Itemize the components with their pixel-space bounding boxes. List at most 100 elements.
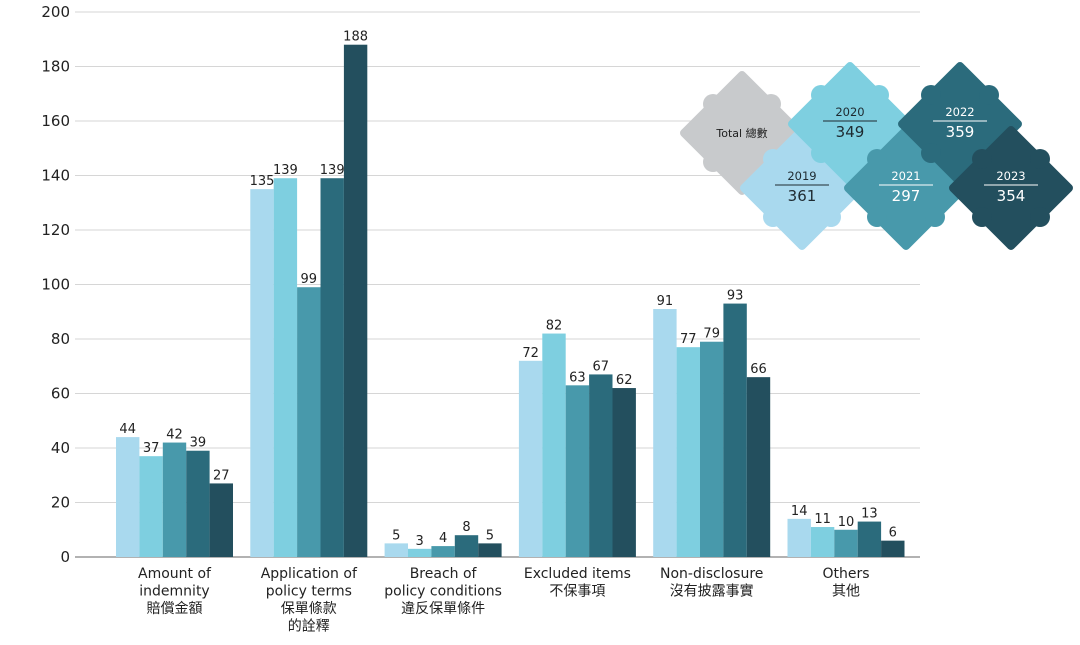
data-label: 135: [250, 174, 275, 189]
bar-2019: [116, 437, 140, 557]
bar-2023: [343, 44, 368, 557]
category-label: 不保事項: [549, 584, 605, 600]
category-label: 違反保單條件: [401, 601, 485, 617]
bar-2019: [250, 189, 274, 557]
bar-2023: [881, 540, 905, 557]
category-label: indemnity: [139, 584, 209, 600]
legend-piece-2021-knob: [867, 149, 887, 169]
legend-year: 2020: [835, 105, 864, 119]
legend-year: 2019: [787, 169, 816, 183]
data-label: 77: [680, 332, 697, 347]
y-tick-label: 100: [41, 276, 70, 294]
legend-piece-2022-knob: [979, 85, 999, 105]
category-label: Non-disclosure: [660, 566, 763, 582]
bar-2020: [676, 347, 700, 557]
category-label: 賠償金額: [147, 601, 203, 617]
data-label: 11: [814, 512, 831, 527]
bar-2019: [384, 543, 408, 557]
legend-piece-2020-knob: [869, 85, 889, 105]
legend-piece-2023: [949, 126, 1073, 250]
legend-piece-2022-knob: [921, 143, 941, 163]
bar-2019: [518, 360, 543, 557]
legend-total-piece-knob: [703, 152, 723, 172]
bar-2021: [431, 546, 455, 557]
data-label: 93: [727, 289, 744, 304]
y-tick-label: 160: [41, 112, 70, 130]
data-label: 79: [703, 327, 720, 342]
y-tick-label: 140: [41, 167, 70, 185]
data-label: 67: [593, 359, 610, 374]
legend-piece-2023-knob: [972, 207, 992, 227]
bar-2021: [297, 287, 321, 557]
legend-total-piece-knob: [761, 94, 781, 114]
bar-2023: [209, 483, 233, 557]
data-label: 10: [838, 515, 855, 530]
bar-2022: [186, 450, 210, 557]
data-label: 27: [213, 468, 230, 483]
category-label: Others: [822, 566, 869, 582]
legend-piece-2021-knob: [925, 207, 945, 227]
legend-total-piece-knob: [703, 94, 723, 114]
bar-2023: [478, 543, 502, 557]
data-label: 91: [657, 294, 674, 309]
data-label: 99: [301, 272, 318, 287]
bar-2021: [700, 341, 724, 557]
category-label: 沒有披露事實: [670, 583, 754, 600]
legend-year: 2022: [945, 105, 974, 119]
category-label: Excluded items: [524, 566, 631, 582]
data-label: 188: [343, 30, 368, 45]
category-label: Amount of: [138, 566, 212, 582]
data-label: 63: [569, 370, 586, 385]
data-label: 14: [791, 504, 808, 519]
puzzle-legend: Total 總數 2019 361 2020 349 2021 297 2022 359 2023…: [680, 62, 1073, 250]
data-label: 82: [546, 319, 563, 334]
y-tick-label: 60: [51, 385, 70, 403]
legend-piece-2023-knob: [972, 149, 992, 169]
y-tick-label: 40: [51, 439, 70, 457]
data-label: 139: [320, 163, 345, 178]
legend-piece-2023-knob: [1030, 149, 1050, 169]
bar-2020: [810, 527, 835, 557]
bar-2020: [139, 456, 163, 557]
legend-piece-2022-knob: [921, 85, 941, 105]
bar-2020: [408, 548, 432, 557]
data-label: 139: [273, 163, 298, 178]
bar-2019: [653, 309, 677, 557]
bar-2020: [273, 178, 298, 557]
legend-total: 297: [892, 187, 921, 205]
y-axis: 0 20 40 60 80 100 120 140 160 180 200: [41, 3, 70, 566]
legend-total: 359: [946, 123, 975, 141]
bar-2023: [746, 377, 771, 557]
legend-total: 361: [788, 187, 817, 205]
bar-2021: [565, 385, 590, 557]
data-label: 5: [392, 528, 400, 543]
data-label: 3: [416, 534, 424, 549]
bars: [116, 44, 905, 557]
category-label: 保單條款: [281, 601, 337, 617]
legend-piece-2020-knob: [811, 143, 831, 163]
y-tick-label: 120: [41, 221, 70, 239]
bar-2023: [612, 388, 636, 557]
legend-piece-2019-knob: [763, 207, 783, 227]
data-label: 6: [889, 526, 897, 541]
category-label: policy terms: [266, 584, 352, 600]
bar-2021: [834, 529, 858, 557]
category-label: Breach of: [410, 566, 478, 582]
legend-piece-2019-knob: [821, 207, 841, 227]
data-label: 66: [750, 362, 767, 377]
category-label: 的詮釋: [288, 619, 330, 635]
data-label: 42: [166, 428, 183, 443]
legend-total: 354: [997, 187, 1026, 205]
bar-2022: [320, 178, 344, 557]
bar-2022: [857, 521, 882, 557]
y-tick-label: 80: [51, 330, 70, 348]
data-label: 39: [190, 436, 207, 451]
bar-2022: [723, 303, 747, 557]
data-label: 8: [462, 520, 470, 535]
data-label: 5: [486, 528, 494, 543]
legend-total-title: Total 總數: [715, 126, 767, 140]
bar-2022: [589, 374, 613, 557]
